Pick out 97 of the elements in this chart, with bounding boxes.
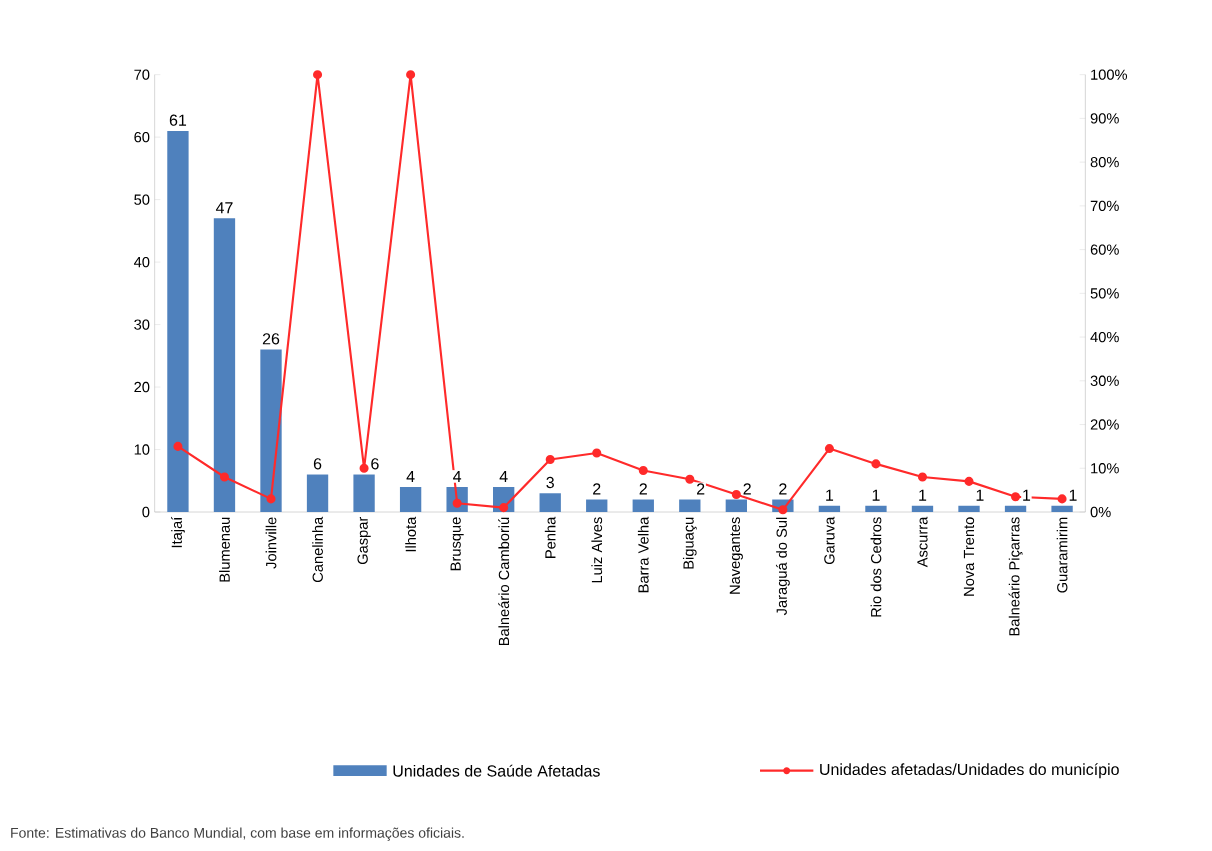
point [638,466,648,476]
point [499,503,509,513]
x-tick-label: Navegantes [729,517,743,594]
bar [167,131,189,513]
y2-tick-label: 20% [1090,419,1119,430]
y-tick-label: 0 [142,506,150,518]
y-tick-label: 20 [134,382,150,393]
x-tick-label: Nova Trento [963,517,975,596]
y2-tick-label: 40% [1090,332,1119,343]
point [964,477,974,487]
bar [958,505,980,513]
data-label: 61 [169,114,187,126]
data-label: 1 [826,489,834,501]
x-tick-label: Blumenau [219,517,230,582]
point [1057,494,1067,504]
bar [306,474,329,513]
bar [539,493,561,513]
y2-tick-label: 90% [1090,113,1119,124]
point [359,463,369,473]
data-label: 1 [1069,489,1077,501]
bar [865,505,887,513]
point [266,494,276,504]
point [592,448,602,458]
x-tick-label: Brusque [450,517,464,571]
x-tick-label: Ascurra [917,516,928,568]
data-label: 6 [371,458,379,470]
data-label: 2 [743,483,751,495]
data-label: 6 [313,458,322,470]
point [917,472,928,482]
data-label: 26 [262,333,280,345]
bar [260,349,282,513]
bar [911,505,934,513]
y2-tick-label: 70% [1090,200,1119,212]
data-label: 2 [779,483,787,495]
x-tick-label: Ilhota [405,516,416,552]
data-label: 1 [919,489,927,501]
bar [1051,505,1073,513]
x-tick-label: Guaramirim [1056,517,1068,593]
y-tick-label: 60 [134,132,150,143]
bar [632,499,654,513]
legend-label: Unidades de Saúde Afetadas [393,764,600,777]
x-tick-label: Biguaçu [682,517,697,569]
data-label: 2 [593,483,601,495]
data-label: 1 [1023,489,1031,501]
y-tick-label: 50 [134,194,150,205]
x-tick-label: Rio dos Cedros [870,517,882,617]
point [406,70,416,80]
point [824,444,834,454]
y2-tick-label: 60% [1090,244,1119,255]
data-label: 4 [406,471,415,483]
y2-tick-label: 50% [1090,288,1119,299]
bar [679,499,701,513]
x-tick-label: Canelinha [312,516,323,583]
y2-tick-label: 0% [1090,506,1111,518]
y2-tick-label: 30% [1090,375,1119,387]
point [173,442,183,452]
point [313,70,323,80]
bar [399,487,422,513]
x-tick-label: Garuva [824,516,835,565]
x-tick-label: Penha [544,516,556,559]
point [219,472,230,482]
x-tick-label: Itajaí [171,516,185,548]
x-tick-label: Balneário Camboriú [498,517,510,646]
data-label: 47 [215,202,233,214]
bar [213,218,236,513]
point [1011,492,1021,502]
bar [353,474,375,513]
x-tick-label: Joinville [265,517,277,569]
x-tick-label: Luiz Alves [591,517,603,583]
bar [818,505,841,513]
bar [1004,505,1027,513]
data-label: 4 [453,471,462,483]
y-tick-label: 10 [134,444,150,455]
data-label: 3 [546,477,554,489]
x-tick-label: Barra Velha [637,516,649,593]
bar [725,499,748,513]
y-tick-label: 30 [134,319,150,330]
data-label: 1 [976,489,984,501]
x-tick-label: Jaraguá do Sul [775,517,790,616]
point [871,459,881,469]
legend-label: Unidades afetadas/Unidades do município [820,763,1119,779]
data-label: 1 [872,489,880,501]
bar [586,499,608,513]
data-label: 4 [499,471,508,483]
data-label: 2 [639,483,647,495]
x-tick-label: Balneário Piçarras [1008,517,1023,636]
y2-tick-label: 100% [1091,69,1128,81]
y2-tick-label: 80% [1090,157,1119,168]
y-tick-label: 40 [133,257,150,268]
y2-tick-label: 10% [1091,463,1119,474]
point [685,474,695,484]
data-label: 2 [697,483,705,495]
point [545,455,555,465]
x-tick-label: Gaspar [357,517,371,565]
source-note: Fonte: Estimativas do Banco Mundial, com base em informações oficiais. [11,827,464,841]
point [731,490,741,500]
y-tick-label: 70 [134,69,150,81]
